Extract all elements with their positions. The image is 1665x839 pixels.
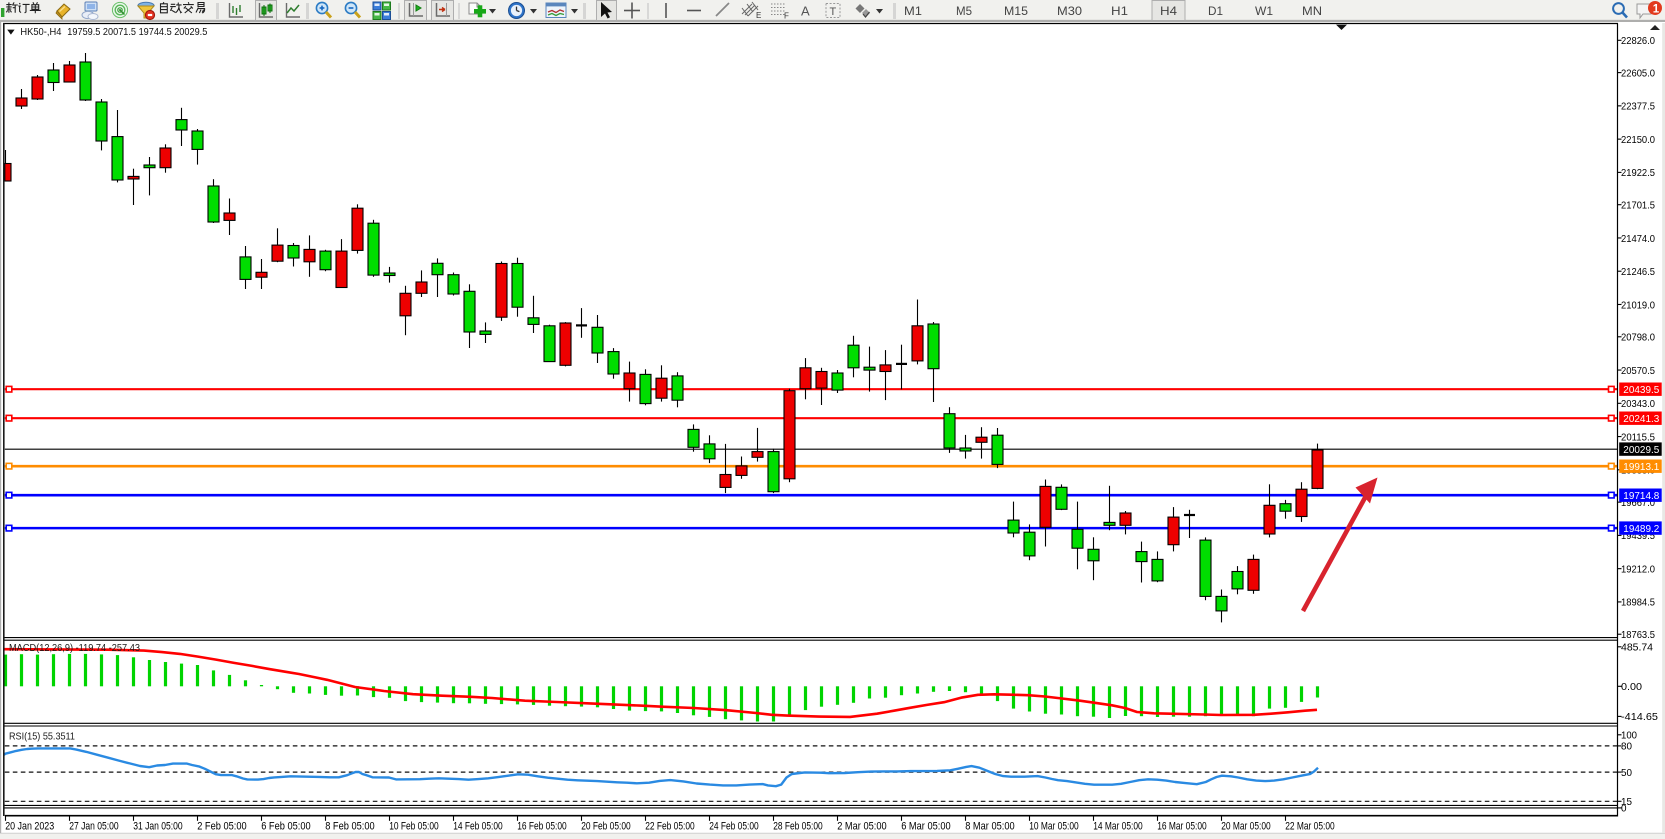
svg-text:6 Mar 05:00: 6 Mar 05:00: [901, 820, 951, 832]
svg-text:20115.5: 20115.5: [1621, 431, 1655, 443]
svg-text:20798.0: 20798.0: [1621, 332, 1655, 344]
svg-text:10 Mar 05:00: 10 Mar 05:00: [1029, 820, 1079, 832]
svg-text:-414.65: -414.65: [1621, 711, 1658, 723]
svg-text:22377.5: 22377.5: [1621, 101, 1655, 113]
svg-text:H1: H1: [1111, 4, 1128, 18]
svg-text:14 Mar 05:00: 14 Mar 05:00: [1093, 820, 1143, 832]
svg-text:19913.1: 19913.1: [1623, 461, 1659, 473]
svg-text:W1: W1: [1255, 4, 1273, 18]
svg-text:RSI(15) 55.3511: RSI(15) 55.3511: [9, 731, 75, 743]
svg-text:19759.5 20071.5 19744.5 20029.: 19759.5 20071.5 19744.5 20029.5: [67, 26, 207, 38]
svg-text:21474.0: 21474.0: [1621, 233, 1655, 245]
svg-text:14 Feb 05:00: 14 Feb 05:00: [453, 820, 503, 832]
svg-text:80: 80: [1621, 741, 1632, 753]
svg-text:19714.8: 19714.8: [1623, 490, 1659, 502]
svg-text:16 Feb 05:00: 16 Feb 05:00: [517, 820, 567, 832]
svg-text:M5: M5: [956, 4, 972, 18]
svg-text:H4: H4: [1160, 4, 1177, 18]
svg-text:8 Feb 05:00: 8 Feb 05:00: [325, 820, 375, 832]
svg-text:22 Mar 05:00: 22 Mar 05:00: [1285, 820, 1335, 832]
svg-text:18763.5: 18763.5: [1621, 629, 1655, 641]
svg-text:E: E: [756, 11, 761, 20]
svg-text:0.00: 0.00: [1621, 681, 1642, 693]
svg-text:F: F: [784, 12, 789, 21]
svg-text:24 Feb 05:00: 24 Feb 05:00: [709, 820, 759, 832]
svg-text:15: 15: [1621, 796, 1632, 808]
svg-text:MACD(12,26,9) -119.74 -257.43: MACD(12,26,9) -119.74 -257.43: [9, 642, 140, 654]
svg-text:6 Feb 05:00: 6 Feb 05:00: [261, 820, 311, 832]
svg-text:22150.0: 22150.0: [1621, 134, 1655, 146]
svg-text:20 Jan 2023: 20 Jan 2023: [5, 820, 54, 832]
svg-text:19489.2: 19489.2: [1623, 523, 1659, 535]
svg-text:10 Feb 05:00: 10 Feb 05:00: [389, 820, 439, 832]
svg-text:0: 0: [1621, 803, 1627, 815]
svg-text:2 Mar 05:00: 2 Mar 05:00: [837, 820, 887, 832]
svg-text:1: 1: [1653, 4, 1660, 16]
svg-text:27 Jan 05:00: 27 Jan 05:00: [69, 820, 119, 832]
svg-text:50: 50: [1621, 767, 1632, 779]
svg-text:485.74: 485.74: [1621, 642, 1653, 654]
svg-text:19212.0: 19212.0: [1621, 564, 1655, 576]
svg-text:20029.5: 20029.5: [1623, 444, 1659, 456]
svg-text:8 Mar 05:00: 8 Mar 05:00: [965, 820, 1015, 832]
svg-text:21922.5: 21922.5: [1621, 167, 1655, 179]
svg-text:18984.5: 18984.5: [1621, 597, 1655, 609]
svg-text:22 Feb 05:00: 22 Feb 05:00: [645, 820, 695, 832]
svg-text:T: T: [830, 6, 837, 18]
svg-text:HK50-,H4: HK50-,H4: [20, 26, 61, 38]
svg-text:22605.0: 22605.0: [1621, 67, 1655, 79]
svg-text:20439.5: 20439.5: [1623, 384, 1659, 396]
svg-text:100: 100: [1621, 730, 1637, 742]
svg-text:16 Mar 05:00: 16 Mar 05:00: [1157, 820, 1207, 832]
svg-text:21701.5: 21701.5: [1621, 200, 1655, 212]
svg-text:M15: M15: [1004, 4, 1028, 18]
svg-text:20 Feb 05:00: 20 Feb 05:00: [581, 820, 631, 832]
svg-text:20241.3: 20241.3: [1623, 413, 1659, 425]
svg-text:A: A: [801, 4, 810, 19]
svg-text:22826.0: 22826.0: [1621, 35, 1655, 47]
svg-text:21246.5: 21246.5: [1621, 266, 1655, 278]
svg-text:20 Mar 05:00: 20 Mar 05:00: [1221, 820, 1271, 832]
svg-text:2 Feb 05:00: 2 Feb 05:00: [197, 820, 247, 832]
svg-text:M1: M1: [904, 4, 922, 18]
svg-text:D1: D1: [1208, 4, 1223, 18]
svg-text:20570.5: 20570.5: [1621, 365, 1655, 377]
svg-text:21019.0: 21019.0: [1621, 299, 1655, 311]
svg-text:31 Jan 05:00: 31 Jan 05:00: [133, 820, 183, 832]
svg-text:MN: MN: [1302, 4, 1322, 18]
svg-text:M30: M30: [1057, 4, 1082, 18]
svg-text:20343.0: 20343.0: [1621, 398, 1655, 410]
svg-text:28 Feb 05:00: 28 Feb 05:00: [773, 820, 823, 832]
